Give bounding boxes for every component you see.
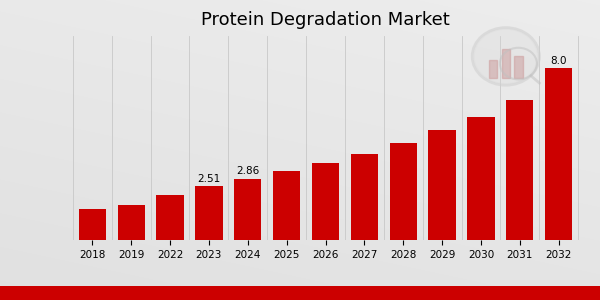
Bar [273,171,300,240]
Bar [389,143,417,240]
Bar [506,100,533,240]
Bar [467,116,494,240]
Bar [502,49,510,78]
Bar [157,195,184,240]
Bar [118,205,145,240]
Bar [196,186,223,240]
Circle shape [474,29,538,84]
Title: Protein Degradation Market: Protein Degradation Market [201,11,450,29]
Bar [428,130,455,240]
Bar [545,68,572,240]
Bar [351,154,378,240]
Bar [312,163,339,240]
Text: 8.0: 8.0 [550,56,567,66]
Bar [79,209,106,240]
Bar [514,56,523,78]
Bar [489,60,497,78]
Text: 2.51: 2.51 [197,173,221,184]
Text: 2.86: 2.86 [236,166,259,176]
Bar [234,178,262,240]
